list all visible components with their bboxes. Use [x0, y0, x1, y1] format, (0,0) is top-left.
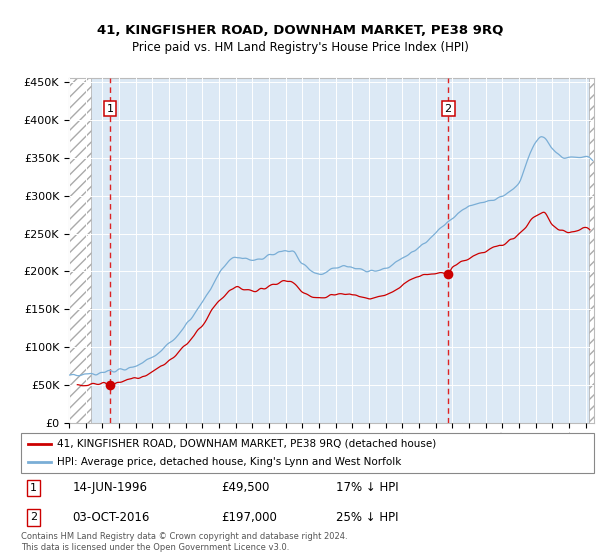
Bar	[589, 78, 594, 423]
Text: 2: 2	[445, 104, 452, 114]
Text: 25% ↓ HPI: 25% ↓ HPI	[336, 511, 398, 524]
Text: 1: 1	[30, 483, 37, 493]
Text: 1: 1	[106, 104, 113, 114]
Text: 03-OCT-2016: 03-OCT-2016	[73, 511, 150, 524]
Text: £197,000: £197,000	[221, 511, 277, 524]
FancyBboxPatch shape	[21, 433, 594, 473]
Text: 41, KINGFISHER ROAD, DOWNHAM MARKET, PE38 9RQ (detached house): 41, KINGFISHER ROAD, DOWNHAM MARKET, PE3…	[56, 439, 436, 449]
Text: HPI: Average price, detached house, King's Lynn and West Norfolk: HPI: Average price, detached house, King…	[56, 458, 401, 467]
Text: 17% ↓ HPI: 17% ↓ HPI	[336, 481, 399, 494]
Text: Price paid vs. HM Land Registry's House Price Index (HPI): Price paid vs. HM Land Registry's House …	[131, 41, 469, 54]
Text: 41, KINGFISHER ROAD, DOWNHAM MARKET, PE38 9RQ: 41, KINGFISHER ROAD, DOWNHAM MARKET, PE3…	[97, 24, 503, 38]
Text: 2: 2	[30, 512, 37, 522]
Text: £49,500: £49,500	[221, 481, 270, 494]
Text: Contains HM Land Registry data © Crown copyright and database right 2024.
This d: Contains HM Land Registry data © Crown c…	[21, 532, 347, 552]
Text: 14-JUN-1996: 14-JUN-1996	[73, 481, 148, 494]
Bar	[69, 78, 91, 423]
